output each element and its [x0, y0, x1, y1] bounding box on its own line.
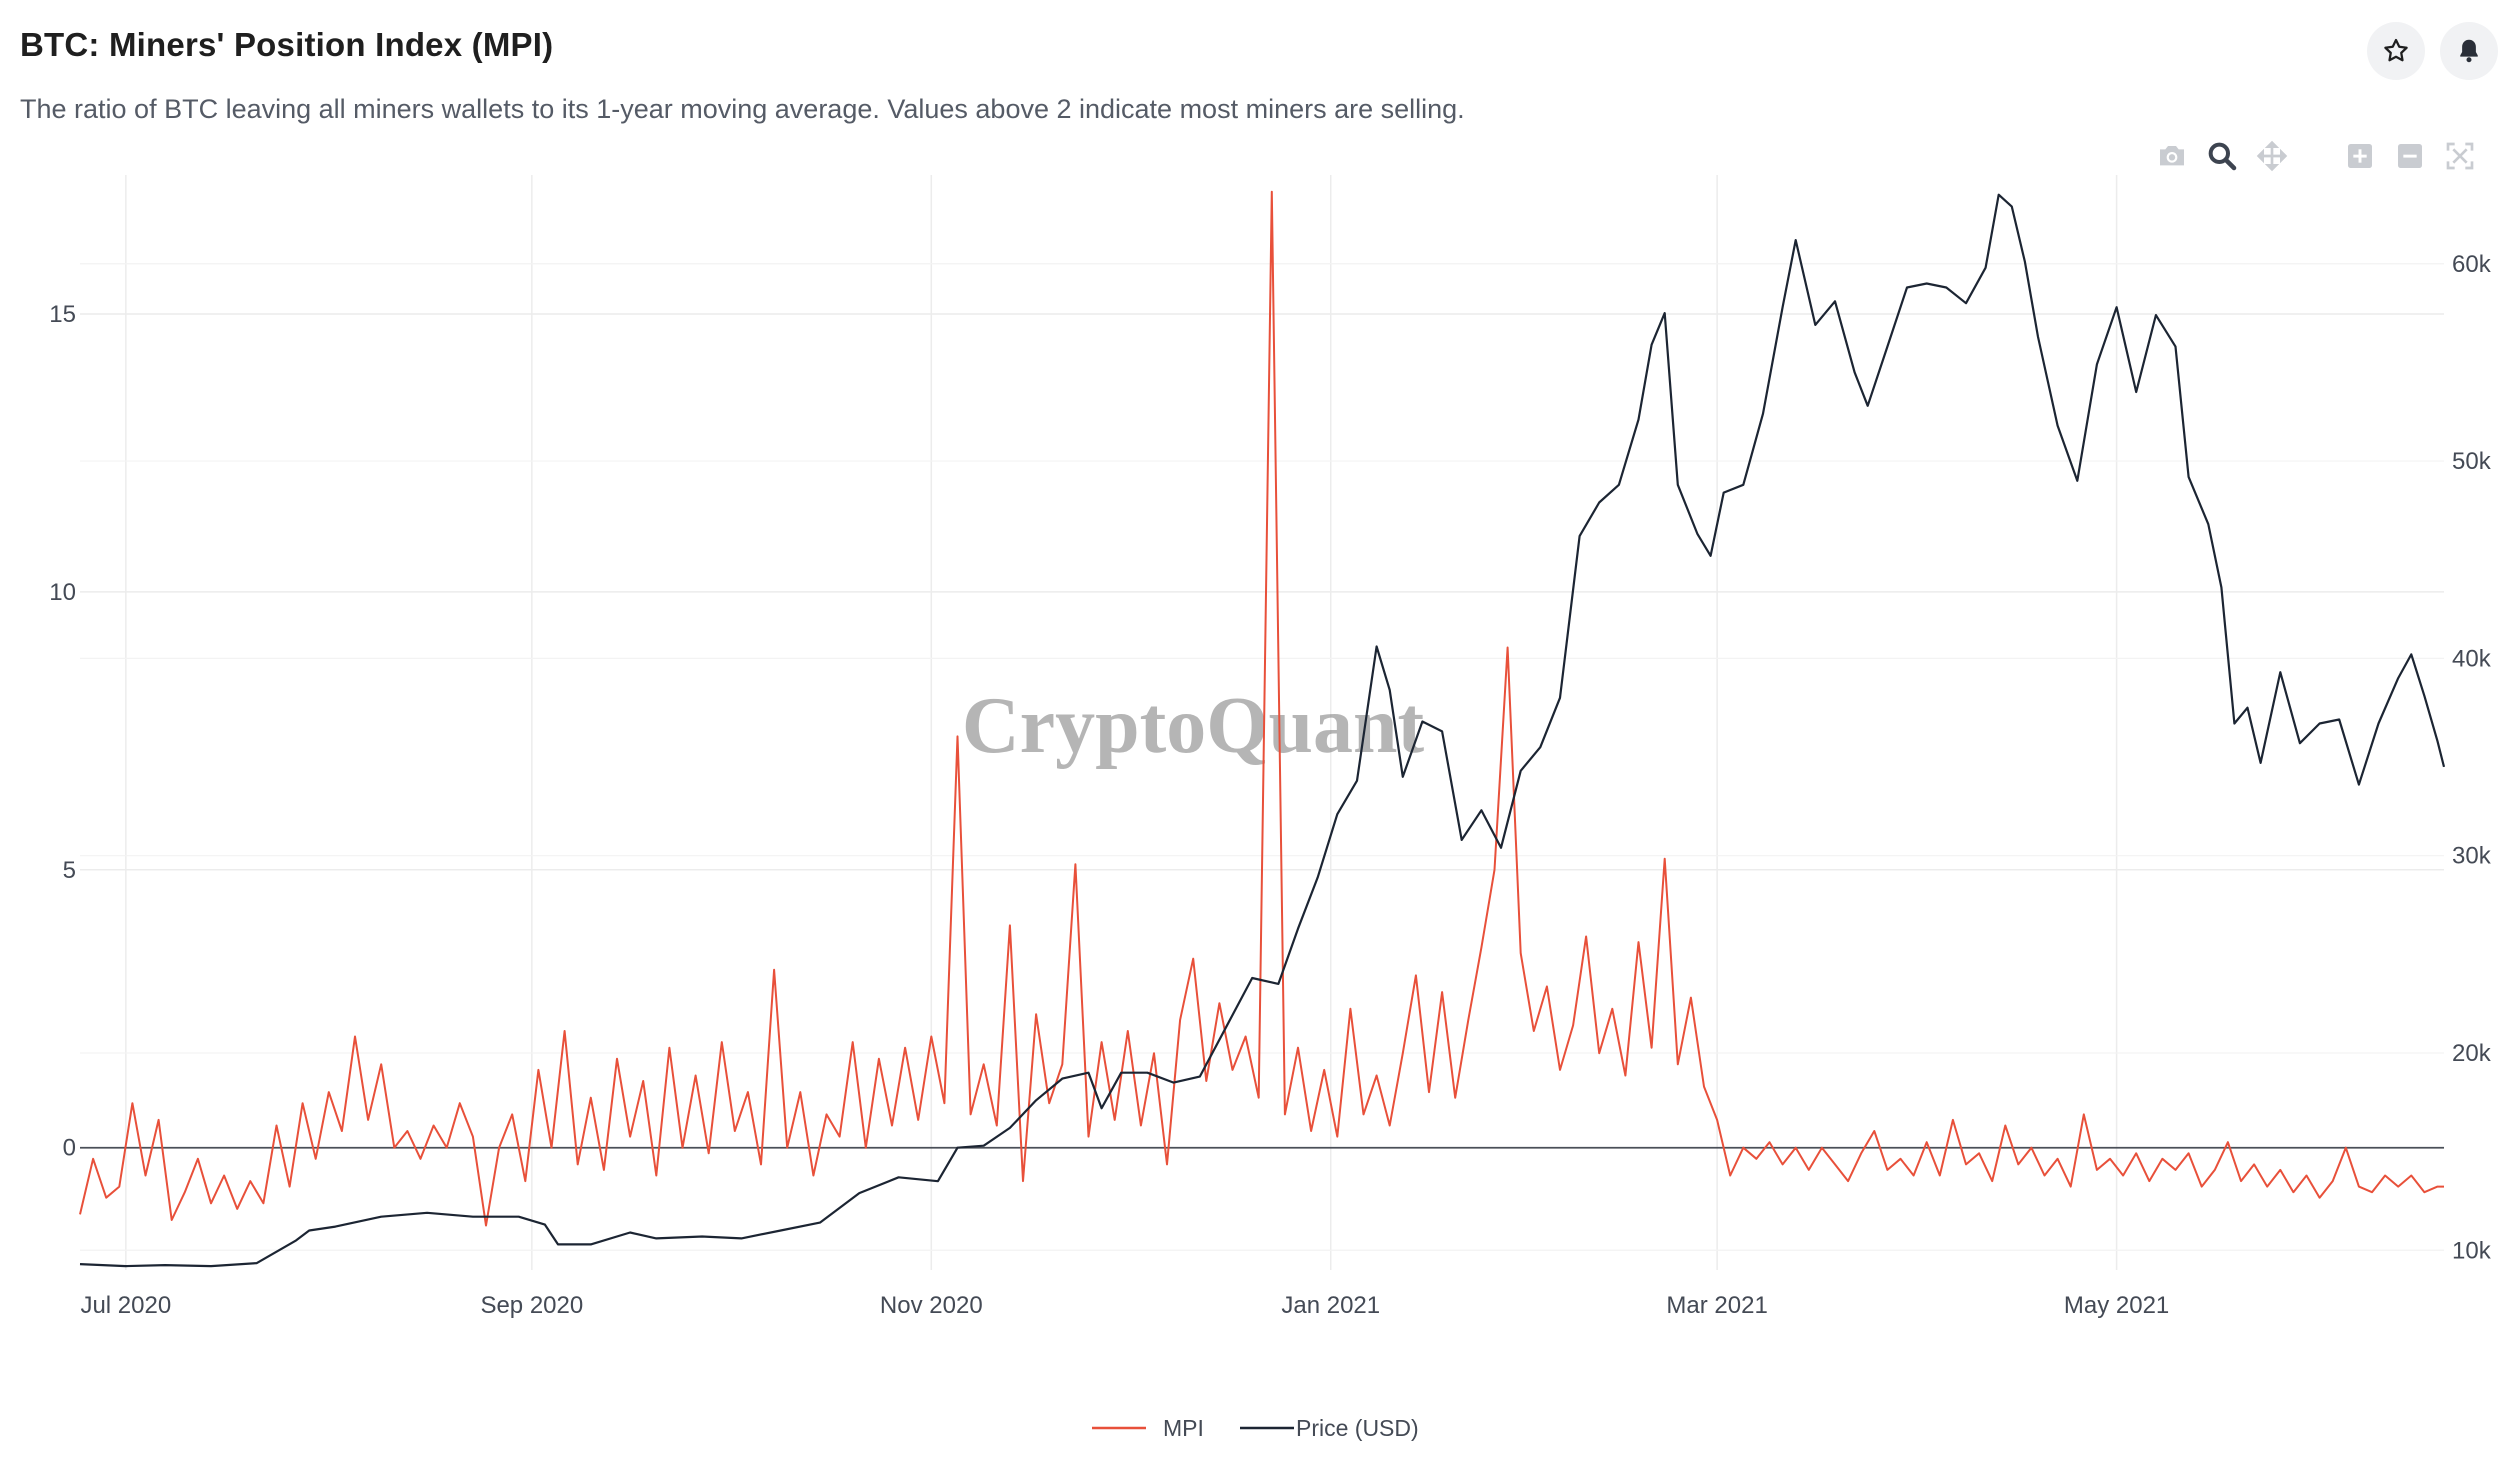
zoom-out-button[interactable]	[2392, 138, 2428, 174]
legend-price-label: Price (USD)	[1296, 1415, 1419, 1441]
y-left-tick-label: 15	[49, 301, 76, 328]
pan-icon	[2256, 140, 2288, 172]
bell-icon	[2460, 39, 2478, 63]
notification-button[interactable]	[2440, 22, 2498, 80]
chart-title: BTC: Miners' Position Index (MPI)	[20, 26, 554, 63]
y-right-tick-label: 60k	[2452, 251, 2492, 278]
price-series-line	[79, 193, 2446, 1268]
zoom-out-icon	[2398, 144, 2422, 168]
y-left-tick-label: 5	[63, 857, 76, 884]
zoom-icon	[2208, 142, 2237, 171]
legend-mpi-label: MPI	[1163, 1415, 1204, 1441]
y-right-tick-label: 40k	[2452, 645, 2492, 672]
x-tick-label: Jan 2021	[1281, 1292, 1380, 1319]
x-tick-label: Sep 2020	[480, 1292, 583, 1319]
autoscale-icon	[2446, 142, 2474, 170]
y-left-tick-label: 10	[49, 579, 76, 606]
x-tick-label: Nov 2020	[880, 1292, 983, 1319]
camera-icon	[2160, 146, 2184, 166]
series-layer	[79, 190, 2446, 1268]
favorite-button[interactable]	[2367, 22, 2425, 80]
y-right-tick-label: 10k	[2452, 1237, 2492, 1264]
mpi-series-line	[79, 190, 2444, 1227]
zoom-in-icon	[2348, 144, 2372, 168]
download-plot-button[interactable]	[2154, 138, 2190, 174]
y-right-tick-label: 50k	[2452, 448, 2492, 475]
axis-layer: Jul 2020 Sep 2020 Nov 2020 Jan 2021 Mar 2021…	[49, 251, 2491, 1319]
x-tick-label: Jul 2020	[80, 1292, 171, 1319]
pan-button[interactable]	[2254, 138, 2290, 174]
chart-legend[interactable]: MPI Price (USD)	[1092, 1415, 1419, 1441]
zoom-in-button[interactable]	[2342, 138, 2378, 174]
zoom-button[interactable]	[2204, 138, 2240, 174]
y-right-tick-label: 30k	[2452, 843, 2492, 870]
x-tick-label: Mar 2021	[1666, 1292, 1767, 1319]
y-left-tick-label: 0	[63, 1135, 76, 1162]
x-tick-label: May 2021	[2064, 1292, 2169, 1319]
chart-subtitle: The ratio of BTC leaving all miners wall…	[20, 94, 1465, 124]
star-icon	[2384, 38, 2408, 62]
watermark: CryptoQuant	[962, 682, 1425, 770]
chart-modebar	[2154, 138, 2478, 174]
autoscale-button[interactable]	[2442, 138, 2478, 174]
y-right-tick-label: 20k	[2452, 1040, 2492, 1067]
